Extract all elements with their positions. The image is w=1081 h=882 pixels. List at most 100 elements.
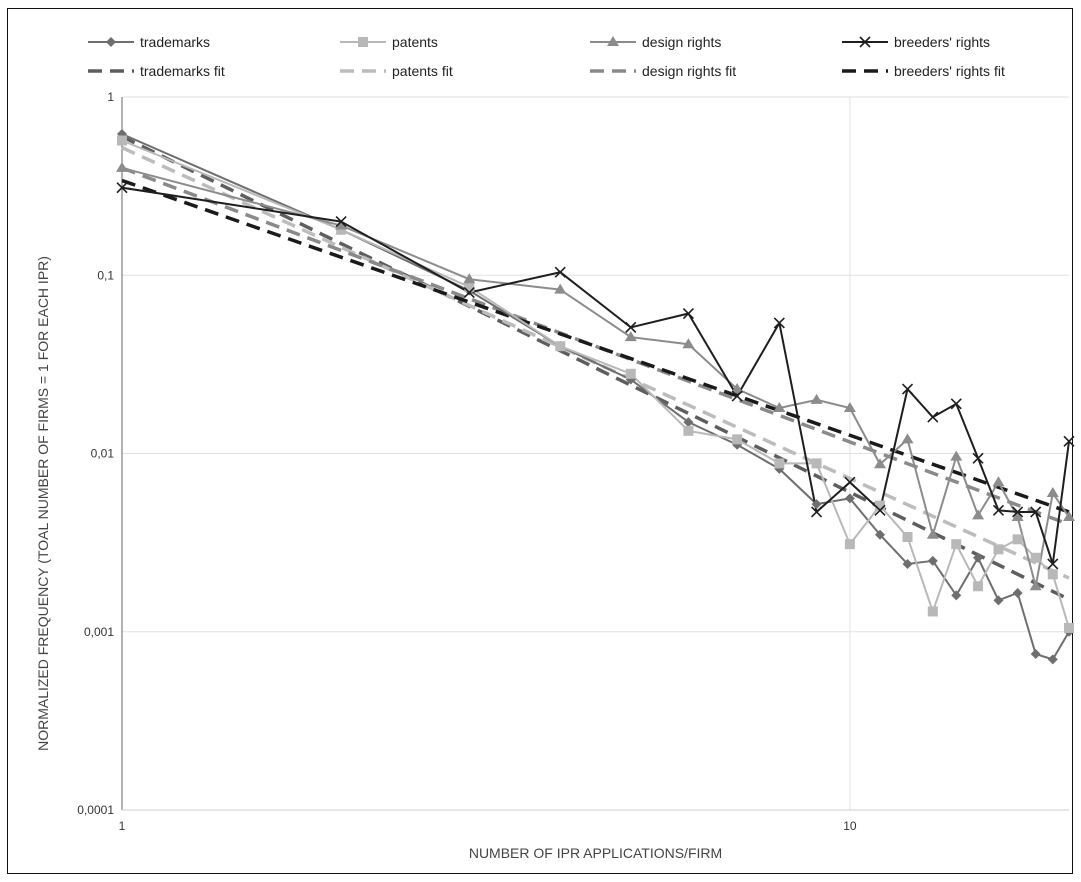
x-tick-label: 1 bbox=[119, 819, 126, 833]
square-marker bbox=[951, 539, 962, 550]
triangle-marker bbox=[116, 161, 128, 172]
x-marker bbox=[874, 504, 886, 516]
square-marker bbox=[875, 500, 886, 511]
triangle-marker bbox=[972, 509, 985, 520]
triangle-marker bbox=[926, 528, 939, 539]
legend-label: design rights fit bbox=[642, 63, 736, 79]
x-marker bbox=[1012, 506, 1024, 518]
square-marker bbox=[1047, 569, 1058, 580]
x-marker bbox=[554, 266, 566, 278]
diamond-marker bbox=[902, 558, 913, 569]
y-axis-title: NORMALIZED FREQUENCY (TOAL NUMBER OF FIR… bbox=[35, 256, 51, 751]
x-marker bbox=[1030, 506, 1042, 518]
x-marker bbox=[625, 321, 637, 333]
triangle-marker bbox=[682, 338, 695, 349]
x-marker bbox=[972, 452, 984, 464]
square-marker bbox=[683, 425, 694, 436]
diamond-marker bbox=[875, 529, 886, 540]
square-marker bbox=[993, 544, 1004, 555]
square-marker bbox=[1064, 622, 1074, 633]
x-marker bbox=[927, 411, 939, 423]
square-marker bbox=[1030, 552, 1041, 563]
triangle-marker bbox=[950, 450, 963, 461]
diamond-marker bbox=[993, 595, 1004, 606]
legend-label: patents fit bbox=[392, 63, 453, 79]
fit-line bbox=[121, 178, 1070, 514]
fit-line bbox=[121, 146, 1070, 580]
triangle-marker bbox=[1046, 487, 1059, 498]
square-marker bbox=[625, 368, 636, 379]
triangle-marker bbox=[810, 393, 823, 404]
triangle-marker bbox=[607, 36, 619, 46]
triangle-marker bbox=[843, 401, 856, 412]
x-marker bbox=[950, 398, 962, 410]
triangle-marker bbox=[1063, 511, 1075, 522]
square-marker bbox=[811, 458, 822, 469]
triangle-marker bbox=[463, 273, 476, 284]
square-marker bbox=[336, 224, 347, 235]
diamond-marker bbox=[1030, 649, 1041, 660]
triangle-marker bbox=[901, 433, 914, 444]
x-marker bbox=[901, 383, 914, 395]
triangle-marker bbox=[624, 331, 637, 342]
axes bbox=[121, 97, 1069, 811]
square-marker bbox=[973, 581, 984, 592]
legend-label: trademarks bbox=[140, 34, 210, 50]
diamond-marker bbox=[811, 499, 822, 510]
square-marker bbox=[117, 135, 127, 146]
diamond-marker bbox=[683, 417, 694, 428]
triangle-marker bbox=[874, 458, 887, 469]
y-tick-label: 0,0001 bbox=[77, 803, 114, 817]
square-marker bbox=[902, 532, 913, 543]
diamond-marker bbox=[1047, 654, 1058, 665]
series-line bbox=[121, 166, 1070, 588]
y-tick-label: 1 bbox=[107, 90, 114, 104]
diamond-marker bbox=[844, 493, 855, 504]
x-marker bbox=[335, 216, 347, 228]
x-tick-label: 10 bbox=[843, 819, 857, 833]
grid bbox=[122, 96, 1069, 810]
x-marker bbox=[116, 182, 128, 194]
legend-label: design rights bbox=[642, 34, 721, 50]
triangle-marker bbox=[992, 476, 1005, 487]
diamond-marker bbox=[106, 37, 116, 47]
square-marker bbox=[358, 37, 368, 47]
y-tick-label: 0,01 bbox=[91, 447, 115, 461]
square-marker bbox=[732, 434, 743, 445]
fit-line bbox=[121, 166, 1070, 527]
y-tick-label: 0,1 bbox=[97, 268, 114, 282]
triangle-marker bbox=[1011, 511, 1024, 522]
legend-label: patents bbox=[392, 34, 438, 50]
legend: trademarks patents design rights breeders' … bbox=[88, 34, 1005, 79]
y-tick-label: 0,001 bbox=[84, 625, 114, 639]
square-marker bbox=[1012, 534, 1023, 545]
triangle-marker bbox=[335, 219, 348, 230]
square-marker bbox=[774, 458, 785, 469]
legend-label: breeders' rights fit bbox=[894, 63, 1005, 79]
tick-labels: 0,0001 0,001 0,01 0,1 1 1 10 bbox=[77, 90, 857, 833]
x-marker bbox=[773, 317, 785, 329]
legend-label: trademarks fit bbox=[140, 63, 225, 79]
data-markers bbox=[116, 129, 1075, 665]
x-marker bbox=[463, 286, 475, 299]
x-axis-title: NUMBER OF IPR APPLICATIONS/FIRM bbox=[469, 845, 722, 861]
x-marker bbox=[992, 504, 1005, 516]
x-marker bbox=[1063, 435, 1075, 447]
triangle-marker bbox=[773, 401, 786, 412]
square-marker bbox=[844, 539, 855, 550]
diamond-marker bbox=[951, 590, 962, 601]
x-marker bbox=[1047, 558, 1059, 570]
square-marker bbox=[927, 606, 938, 617]
x-marker bbox=[811, 506, 823, 518]
diamond-marker bbox=[1012, 587, 1023, 598]
legend-label: breeders' rights bbox=[894, 34, 990, 50]
square-marker bbox=[464, 281, 475, 292]
x-marker bbox=[859, 36, 871, 48]
triangle-marker bbox=[554, 283, 567, 294]
diamond-marker bbox=[927, 555, 938, 566]
triangle-marker bbox=[731, 383, 744, 394]
x-marker bbox=[844, 476, 856, 488]
square-marker bbox=[555, 341, 566, 352]
diamond-marker bbox=[973, 552, 984, 563]
